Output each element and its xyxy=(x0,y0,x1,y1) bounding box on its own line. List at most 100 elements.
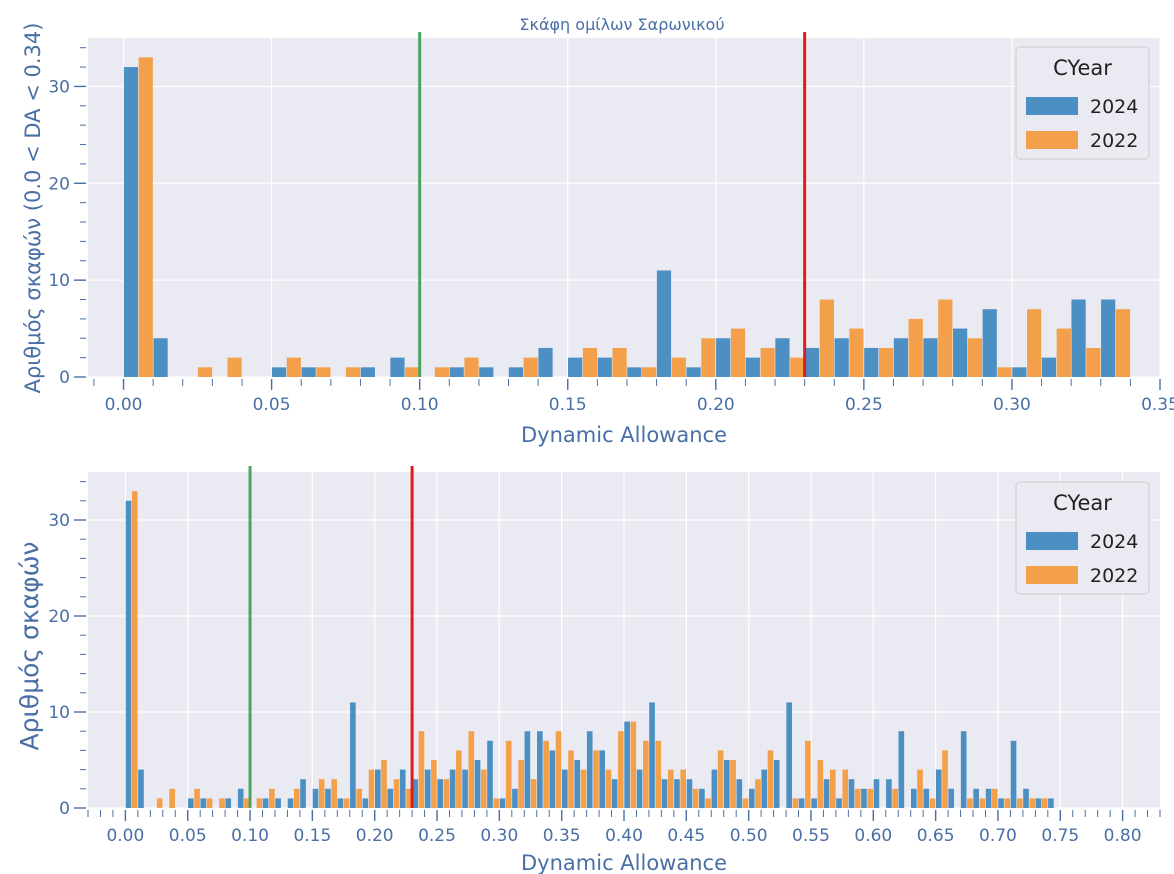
bar-2022 xyxy=(406,788,412,808)
bar-2022 xyxy=(997,367,1012,377)
bar-2024 xyxy=(649,702,655,808)
bar-2022 xyxy=(244,798,250,808)
bottom-x-axis-label: Dynamic Allowance xyxy=(521,851,727,874)
bar-2022 xyxy=(717,750,724,808)
bar-2024 xyxy=(271,367,287,377)
legend-swatch-2022 xyxy=(1026,566,1078,584)
bar-2022 xyxy=(493,798,500,808)
bar-2022 xyxy=(967,338,983,377)
bar-2022 xyxy=(523,357,538,377)
x-tick-label: 0.35 xyxy=(543,826,581,846)
bar-2024 xyxy=(1010,740,1017,808)
bar-2024 xyxy=(834,338,849,377)
y-tick-label: 30 xyxy=(48,511,70,531)
bar-2024 xyxy=(836,798,842,808)
bar-2024 xyxy=(973,788,979,808)
bar-2022 xyxy=(701,338,716,377)
bar-2024 xyxy=(449,367,464,377)
bar-2022 xyxy=(345,367,361,377)
x-tick-label: 0.30 xyxy=(993,395,1031,415)
bar-2022 xyxy=(938,299,953,377)
bar-2024 xyxy=(861,788,867,808)
bar-2024 xyxy=(1041,357,1057,377)
bar-2022 xyxy=(730,760,736,808)
bar-2024 xyxy=(711,769,718,808)
legend-label-2022: 2022 xyxy=(1090,565,1138,587)
bar-2022 xyxy=(194,788,200,808)
x-tick-label: 0.75 xyxy=(1041,826,1079,846)
bar-2022 xyxy=(618,731,624,808)
bar-2024 xyxy=(538,347,553,377)
bar-2024 xyxy=(362,798,369,808)
bar-2024 xyxy=(686,367,701,377)
bar-2022 xyxy=(464,357,479,377)
bar-2022 xyxy=(992,788,998,808)
bar-2024 xyxy=(487,740,493,808)
bar-2024 xyxy=(462,769,468,808)
bar-2024 xyxy=(661,779,668,808)
x-tick-label: 0.55 xyxy=(792,826,830,846)
top-histogram-chart: 0.00 0.05 0.10 0.15 0.20 0.25 0.30 0.350102030 … xyxy=(21,15,1174,447)
bar-2024 xyxy=(736,779,743,808)
bar-2022 xyxy=(1056,328,1071,377)
y-tick-label: 10 xyxy=(48,703,70,723)
top-bars xyxy=(123,57,1131,378)
bar-2022 xyxy=(568,750,574,808)
x-tick-label: 0.80 xyxy=(1104,826,1142,846)
bar-2024 xyxy=(953,328,968,377)
bar-2024 xyxy=(574,760,581,808)
bar-2022 xyxy=(505,740,512,808)
bar-2022 xyxy=(318,779,325,808)
bar-2024 xyxy=(923,338,938,377)
bar-2024 xyxy=(399,769,406,808)
legend-swatch-2024 xyxy=(1026,532,1078,550)
bar-2022 xyxy=(393,779,400,808)
bar-2024 xyxy=(636,769,643,808)
bar-2022 xyxy=(530,779,537,808)
bar-2024 xyxy=(499,798,506,808)
bar-2022 xyxy=(286,357,301,377)
bar-2024 xyxy=(449,769,456,808)
x-tick-label: 0.20 xyxy=(697,395,735,415)
bar-2022 xyxy=(1027,309,1042,377)
bar-2022 xyxy=(405,367,420,377)
bar-2022 xyxy=(1041,798,1048,808)
bar-2022 xyxy=(518,760,524,808)
bar-2022 xyxy=(219,798,225,808)
bar-2022 xyxy=(605,769,612,808)
bar-2024 xyxy=(412,779,419,808)
bar-2024 xyxy=(716,338,731,377)
bar-2022 xyxy=(942,750,948,808)
x-tick-label: 0.30 xyxy=(480,826,518,846)
bar-2022 xyxy=(892,788,898,808)
bar-2022 xyxy=(131,491,138,808)
bar-2024 xyxy=(561,769,568,808)
bar-2022 xyxy=(692,788,699,808)
bar-2022 xyxy=(356,788,362,808)
bar-2024 xyxy=(998,798,1004,808)
bottom-axes: 0.00 0.05 0.10 0.15 0.20 0.25 0.30 0.35 0.40 0.45… xyxy=(48,481,1161,846)
bar-2022 xyxy=(829,769,836,808)
bar-2022 xyxy=(368,769,375,808)
bar-2022 xyxy=(979,798,986,808)
bar-2024 xyxy=(761,769,768,808)
bar-2024 xyxy=(390,357,405,377)
bar-2024 xyxy=(699,788,705,808)
bar-2024 xyxy=(138,769,144,808)
bar-2024 xyxy=(864,347,879,377)
bar-2024 xyxy=(325,788,331,808)
x-tick-label: 0.50 xyxy=(730,826,768,846)
bar-2024 xyxy=(287,798,294,808)
y-tick-label: 0 xyxy=(59,799,70,819)
x-tick-label: 0.00 xyxy=(106,826,144,846)
bar-2024 xyxy=(474,760,481,808)
bar-2024 xyxy=(611,779,618,808)
bar-2022 xyxy=(849,328,864,377)
bottom-vertical-lines xyxy=(248,466,414,808)
bar-2024 xyxy=(123,67,139,378)
bar-2024 xyxy=(549,750,556,808)
bar-2022 xyxy=(917,769,923,808)
legend-label-2024: 2024 xyxy=(1090,531,1138,553)
bar-2022 xyxy=(1016,798,1023,808)
bar-2022 xyxy=(967,798,973,808)
